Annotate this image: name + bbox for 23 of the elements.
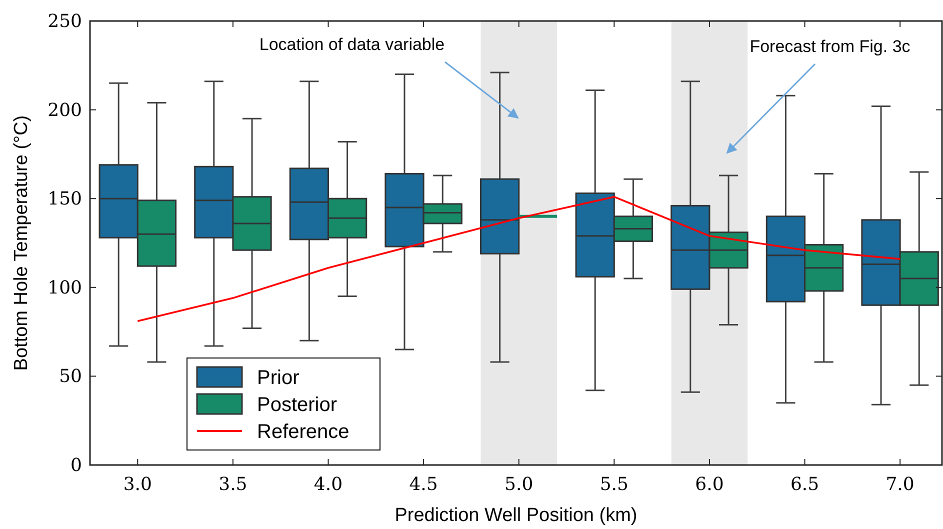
x-axis-title: Prediction Well Position (km) xyxy=(394,505,638,526)
legend-label: Reference xyxy=(257,421,350,443)
annotation: Forecast from Fig. 3c xyxy=(750,37,911,56)
x-tick-label: 6.0 xyxy=(695,474,724,495)
y-tick-label: 100 xyxy=(48,277,82,298)
y-tick-label: 200 xyxy=(48,100,82,121)
x-tick-label: 5.5 xyxy=(600,474,628,495)
x-tick-label: 7.0 xyxy=(886,474,914,495)
y-axis-title: Bottom Hole Temperature (°C) xyxy=(11,115,32,371)
x-tick-label: 4.0 xyxy=(314,474,343,495)
y-tick-label: 50 xyxy=(59,366,82,388)
y-tick-label: 250 xyxy=(48,11,82,32)
annotation: Location of data variable xyxy=(259,35,445,54)
y-tick-label: 150 xyxy=(48,188,82,210)
y-tick-label: 0 xyxy=(70,455,82,476)
x-tick-label: 5.0 xyxy=(504,474,534,495)
x-tick-label: 6.5 xyxy=(790,474,820,495)
legend-label: Prior xyxy=(257,367,300,389)
line-series xyxy=(136,196,901,322)
x-tick-label: 3.0 xyxy=(123,474,152,495)
x-tick-label: 4.5 xyxy=(409,474,438,495)
x-tick-label: 3.5 xyxy=(218,474,248,495)
legend-label: Posterior xyxy=(257,394,338,416)
